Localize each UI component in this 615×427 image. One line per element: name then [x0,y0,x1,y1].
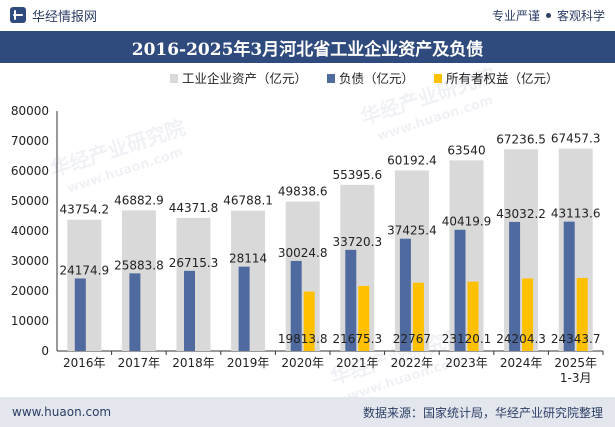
data-label-liabilities: 26715.3 [169,256,219,270]
bar-liabilities[interactable] [345,249,357,351]
y-tick-label: 0 [41,344,49,358]
bar-equity[interactable] [576,277,588,351]
x-tick-label: 1-3月 [560,371,592,385]
x-tick-label: 2025年 [554,356,597,370]
bar-equity[interactable] [358,285,370,351]
dot-separator-icon [545,12,551,18]
top-bar: 华经情报网 专业严谨 客观科学 [0,0,615,30]
brand[interactable]: 华经情报网 [10,6,97,25]
footer-url[interactable]: www.huaon.com [12,405,112,419]
x-tick-label: 2024年 [500,356,543,370]
legend-label-0[interactable]: 工业企业资产（亿元） [182,71,307,86]
data-label-equity: 19813.8 [278,332,328,346]
site-name: 华经情报网 [32,9,98,25]
data-label-liabilities: 25883.8 [114,258,164,272]
x-tick-label: 2018年 [172,356,215,370]
data-label-liabilities: 43113.6 [551,207,601,221]
data-label-equity: 22767 [393,332,431,346]
y-tick-label: 20000 [11,284,49,298]
data-label-equity: 24204.3 [496,332,546,346]
bar-liabilities[interactable] [290,260,302,351]
data-label-assets: 43754.2 [59,203,109,217]
data-label-assets: 46882.9 [114,193,164,207]
tag-2: 客观科学 [556,8,605,23]
y-tick-label: 10000 [11,314,49,328]
data-label-assets: 46788.1 [223,194,273,208]
bar-liabilities[interactable] [74,278,86,351]
chart-canvas: 华经产业研究院www.huaon.com华经产业研究院www.huaon.com… [11,63,604,397]
bar-liabilities[interactable] [129,273,141,351]
data-label-liabilities: 37425.4 [387,224,437,238]
y-tick-label: 60000 [11,164,49,178]
data-label-liabilities: 40419.9 [442,215,492,229]
data-label-equity: 24343.7 [551,332,601,346]
data-label-assets: 67457.3 [551,132,601,146]
bar-liabilities[interactable] [184,270,195,351]
chart-title: 2016-2025年3月河北省工业企业资产及负债 [0,31,615,63]
y-tick-label: 30000 [11,254,49,268]
bar-equity[interactable] [522,278,534,351]
data-label-assets: 44371.8 [169,201,219,215]
data-label-assets: 49838.6 [278,184,328,198]
data-label-liabilities: 28114 [229,252,267,266]
bar-equity[interactable] [303,291,315,351]
x-tick-label: 2021年 [336,356,379,370]
data-label-liabilities: 24174.9 [59,263,109,277]
bar-liabilities[interactable] [454,229,466,351]
data-source: 数据来源：国家统计局，华经产业研究院整理 [362,405,603,420]
bar-liabilities[interactable] [563,221,575,351]
x-tick-label: 2020年 [281,356,324,370]
bar-liabilities[interactable] [509,221,521,351]
x-tick-label: 2022年 [391,356,434,370]
data-label-liabilities: 33720.3 [332,235,382,249]
data-label-assets: 67236.5 [496,132,546,146]
bar-equity[interactable] [467,281,479,351]
data-label-equity: 21675.3 [332,332,382,346]
y-tick-label: 40000 [11,224,49,238]
y-tick-label: 50000 [11,194,49,208]
brand-logo-icon [10,7,26,23]
y-tick-label: 80000 [11,104,49,118]
x-tick-label: 2019年 [227,356,270,370]
bar-equity[interactable] [412,282,424,351]
bar-liabilities[interactable] [399,238,411,351]
x-tick-label: 2023年 [445,356,488,370]
x-tick-label: 2016年 [63,356,106,370]
legend-swatch-2 [434,74,442,83]
legend-label-2[interactable]: 所有者权益（亿元） [446,71,559,86]
data-label-assets: 63540 [447,143,485,157]
x-tick-label: 2017年 [118,356,161,370]
footer-bar: www.huaon.com 数据来源：国家统计局，华经产业研究院整理 [0,397,615,427]
data-label-assets: 55395.6 [332,168,382,182]
data-label-liabilities: 30024.8 [278,246,328,260]
tag-1: 专业严谨 [491,8,540,23]
y-tick-label: 70000 [11,134,49,148]
slogan-tags: 专业严谨 客观科学 [492,7,605,24]
bar-liabilities[interactable] [238,266,250,351]
legend-swatch-0 [170,74,178,83]
data-label-liabilities: 43032.2 [496,207,546,221]
legend-swatch-1 [327,74,335,83]
data-label-assets: 60192.4 [387,153,437,167]
legend-label-1[interactable]: 负债（亿元） [339,71,414,86]
data-label-equity: 23120.1 [442,332,492,346]
